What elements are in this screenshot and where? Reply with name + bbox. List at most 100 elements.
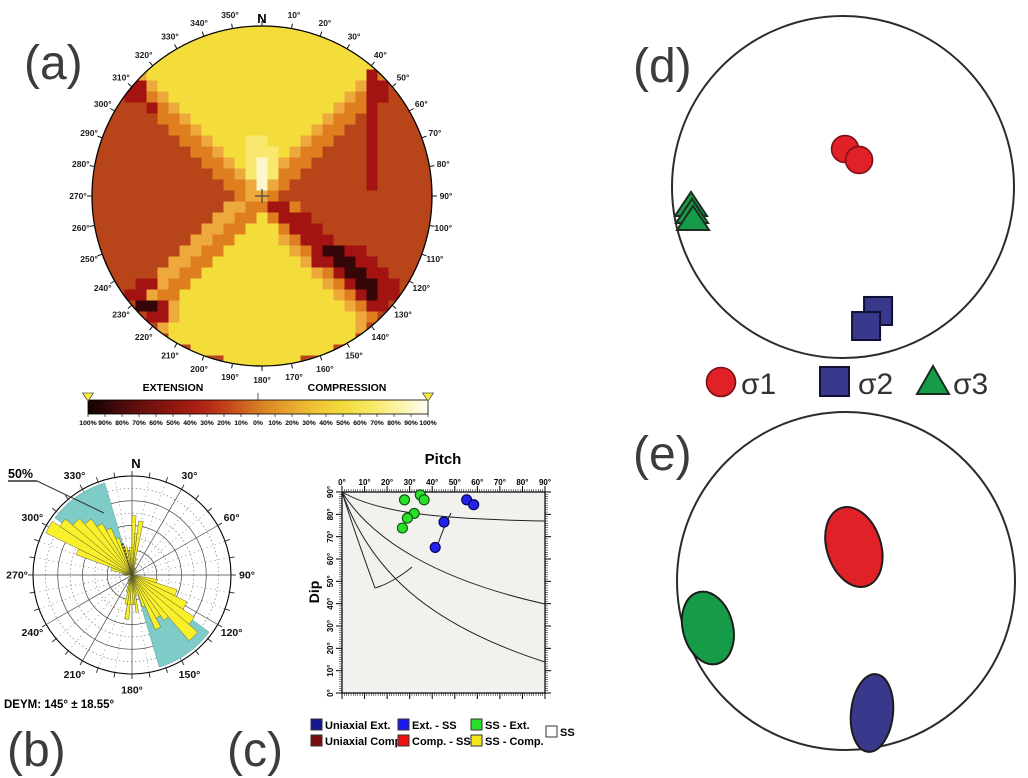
heatmap-cell	[135, 36, 147, 48]
compass-label: 240°	[94, 283, 112, 293]
compass-tick	[370, 325, 375, 331]
heatmap-cell	[190, 267, 202, 279]
rose-petal	[131, 574, 199, 642]
heatmap-cell	[289, 179, 301, 191]
heatmap-cell	[278, 333, 290, 345]
heatmap-cell	[399, 355, 411, 366]
rose-outer-tick	[217, 522, 223, 526]
heatmap-cell	[256, 355, 268, 366]
heatmap-cell	[245, 256, 257, 268]
heatmap-cell	[377, 245, 389, 257]
heatmap-cell	[135, 190, 147, 202]
rose-radial-dotted	[143, 576, 230, 593]
heatmap-cell	[256, 289, 268, 301]
rose-radial-dotted	[140, 511, 209, 568]
heatmap-cell	[179, 289, 191, 301]
heatmap-cell	[201, 256, 213, 268]
panel-e-stereonet-ellipses	[676, 411, 1016, 753]
heatmap-cell	[157, 179, 169, 191]
heatmap-cell	[355, 322, 367, 334]
rose-outer-tick	[207, 638, 212, 643]
heatmap-cell	[168, 113, 180, 125]
heatmap-cell	[179, 91, 191, 103]
heatmap-cell	[146, 234, 158, 246]
heatmap-cell	[124, 190, 136, 202]
heatmap-cell	[410, 58, 422, 70]
compass-label: 60°	[415, 99, 428, 109]
scatter-point	[468, 499, 480, 511]
heatmap-cell	[289, 69, 301, 81]
heatmap-cell	[102, 58, 114, 70]
heatmap-cell	[190, 234, 202, 246]
heatmap-cell	[92, 58, 103, 70]
heatmap-cell	[146, 355, 158, 366]
rose-radial-dotted	[55, 582, 124, 639]
heatmap-cell	[135, 135, 147, 147]
compass-label: 80°	[437, 159, 450, 169]
heatmap-cell	[190, 36, 202, 48]
heatmap-cell	[168, 91, 180, 103]
heatmap-cell	[388, 113, 400, 125]
heatmap-cell	[377, 146, 389, 158]
heatmap-cell	[410, 267, 422, 279]
heatmap-cell	[168, 256, 180, 268]
pitch-tick-label: 40°	[426, 478, 438, 487]
heatmap-cell	[311, 157, 323, 169]
heatmap-cell	[179, 256, 191, 268]
heatmap-cell	[223, 26, 235, 37]
heatmap-cell	[333, 300, 345, 312]
heatmap-cell	[223, 333, 235, 345]
heatmap-cell	[278, 267, 290, 279]
heatmap-cell	[157, 289, 169, 301]
heatmap-cell	[157, 168, 169, 180]
heatmap-cell	[234, 135, 246, 147]
heatmap-cell	[388, 179, 400, 191]
heatmap-cell	[135, 300, 147, 312]
heatmap-cell	[256, 157, 268, 169]
heatmap-cell	[267, 278, 279, 290]
compass-label: 150°	[345, 350, 363, 360]
heatmap-cell	[245, 102, 257, 114]
heatmap-cell	[223, 69, 235, 81]
heatmap-cell	[377, 256, 389, 268]
heatmap-cell	[278, 223, 290, 235]
heatmap-cell	[256, 223, 268, 235]
sigma1-legend-marker	[705, 366, 737, 398]
pitch-tick-label: 80°	[516, 478, 528, 487]
heatmap-cell	[190, 223, 202, 235]
panel-label-a: (a)	[24, 37, 83, 90]
heatmap-cell	[366, 36, 378, 48]
heatmap-cell	[300, 311, 312, 323]
heatmap-cell	[388, 322, 400, 334]
rose-petal	[59, 518, 133, 576]
heatmap-cell	[179, 124, 191, 136]
rose-radial-dotted	[68, 583, 125, 652]
heatmap-cell	[311, 267, 323, 279]
heatmap-cell	[366, 69, 378, 81]
heatmap-cell	[212, 113, 224, 125]
heatmap-cell	[421, 344, 432, 356]
colorbar-tick-label: 20%	[217, 420, 231, 427]
compass-tick	[89, 225, 95, 227]
heatmap-cell	[146, 201, 158, 213]
heatmap-cell	[102, 344, 114, 356]
heatmap-cell	[399, 91, 411, 103]
heatmap-cell	[377, 190, 389, 202]
heatmap-cell	[289, 344, 301, 356]
heatmap-cell	[377, 289, 389, 301]
heatmap-cell	[388, 36, 400, 48]
heatmap-cell	[102, 47, 114, 59]
heatmap-cell	[92, 223, 103, 235]
heatmap-cell	[399, 278, 411, 290]
heatmap-cell	[410, 124, 422, 136]
heatmap-cell	[333, 168, 345, 180]
heatmap-cell	[399, 190, 411, 202]
heatmap-cell	[212, 190, 224, 202]
heatmap-cell	[388, 223, 400, 235]
heatmap-cell	[256, 333, 268, 345]
heatmap-cell	[278, 234, 290, 246]
heatmap-cell	[333, 80, 345, 92]
heatmap-cell	[311, 311, 323, 323]
panel-d-stereonet-axes: σ1 σ2 σ3	[671, 15, 1015, 401]
heatmap-cell	[322, 256, 334, 268]
